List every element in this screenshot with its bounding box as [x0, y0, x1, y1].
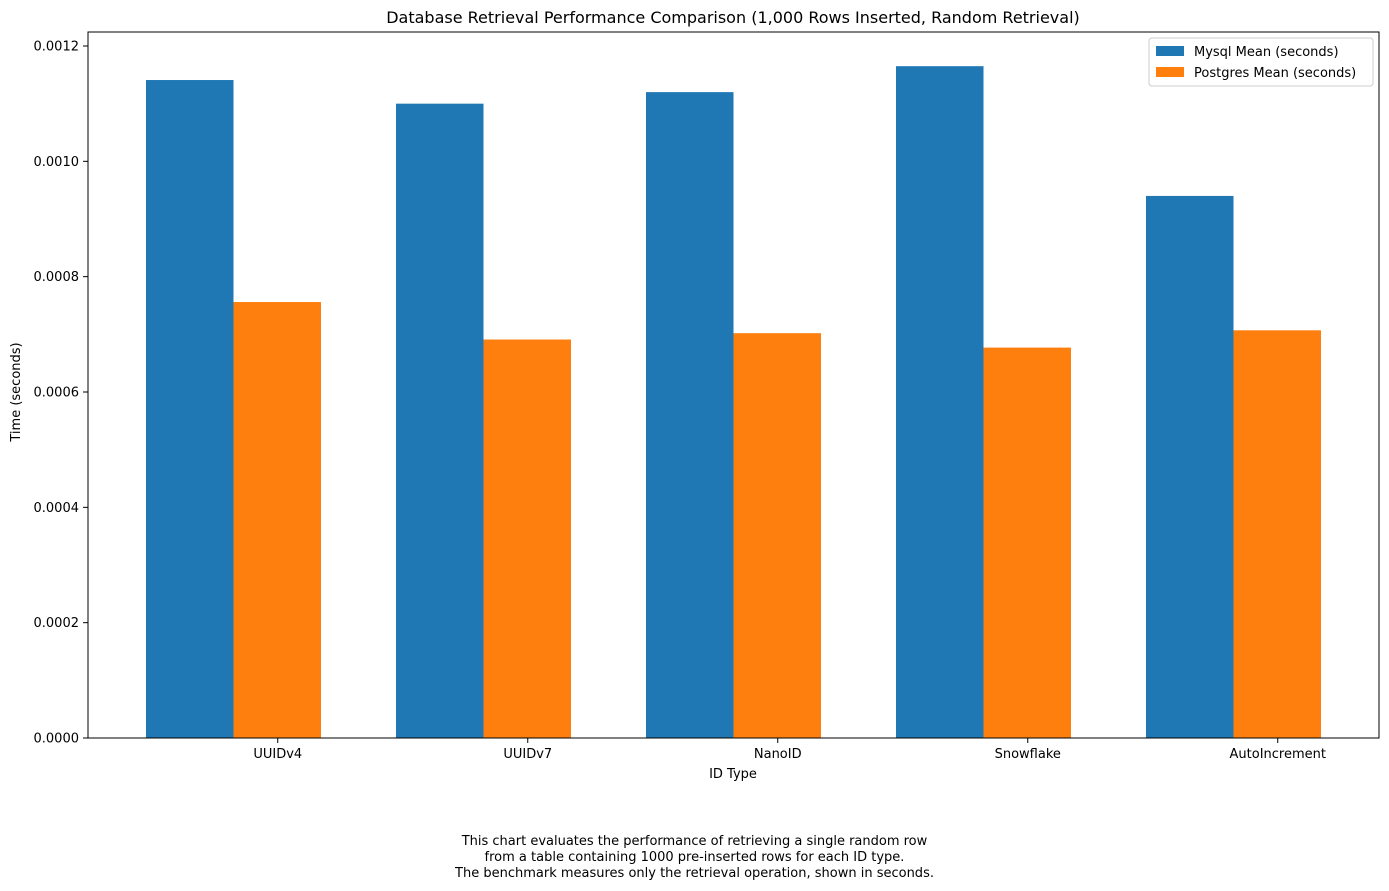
x-tick-label: UUIDv7: [503, 747, 552, 762]
bar-autoincrement-postgres: [1233, 330, 1321, 738]
y-tick-label: 0.0002: [34, 616, 80, 631]
y-tick-label: 0.0004: [34, 501, 80, 516]
bar-uuidv7-mysql: [396, 103, 484, 738]
bar-autoincrement-mysql: [1146, 195, 1234, 738]
legend: Mysql Mean (seconds) Postgres Mean (secon…: [1148, 37, 1374, 87]
legend-label: Postgres Mean (seconds): [1194, 66, 1356, 81]
caption-line: from a table containing 1000 pre-inserte…: [484, 850, 905, 865]
y-tick-label: 0.0000: [34, 732, 80, 747]
y-tick-label: 0.0010: [34, 155, 80, 170]
bar-snowflake-postgres: [983, 347, 1071, 738]
plot-frame: [87, 31, 1380, 739]
bar-uuidv4-mysql: [146, 80, 234, 739]
x-tick-label: Snowflake: [995, 747, 1061, 762]
legend-swatch: [1156, 46, 1184, 56]
y-axis-label: Time (seconds): [9, 342, 24, 442]
chart-caption: This chart evaluates the performance of …: [0, 834, 1389, 882]
caption-line: This chart evaluates the performance of …: [461, 834, 928, 849]
bar-snowflake-mysql: [896, 66, 984, 738]
caption-line: The benchmark measures only the retrieva…: [455, 866, 934, 881]
legend-box: [1148, 37, 1374, 87]
x-tick-label: UUIDv4: [253, 747, 302, 762]
y-tick-label: 0.0012: [34, 40, 80, 55]
chart-title: Database Retrieval Performance Compariso…: [386, 8, 1080, 27]
x-axis-label: ID Type: [709, 767, 757, 782]
x-tick-label: AutoIncrement: [1230, 747, 1326, 762]
bar-nanoid-mysql: [646, 92, 734, 739]
bar-uuidv4-postgres: [233, 302, 321, 738]
legend-swatch: [1156, 67, 1184, 77]
bar-nanoid-postgres: [733, 333, 821, 738]
bar-uuidv7-postgres: [483, 339, 571, 738]
plot-area: 0.0000 0.0002 0.0004 0.0006 0.0008 0.0010 0.00…: [34, 31, 1380, 762]
x-tick-label: NanoID: [754, 747, 802, 762]
y-tick-label: 0.0006: [34, 386, 80, 401]
legend-label: Mysql Mean (seconds): [1194, 45, 1339, 60]
y-tick-label: 0.0008: [34, 270, 80, 285]
